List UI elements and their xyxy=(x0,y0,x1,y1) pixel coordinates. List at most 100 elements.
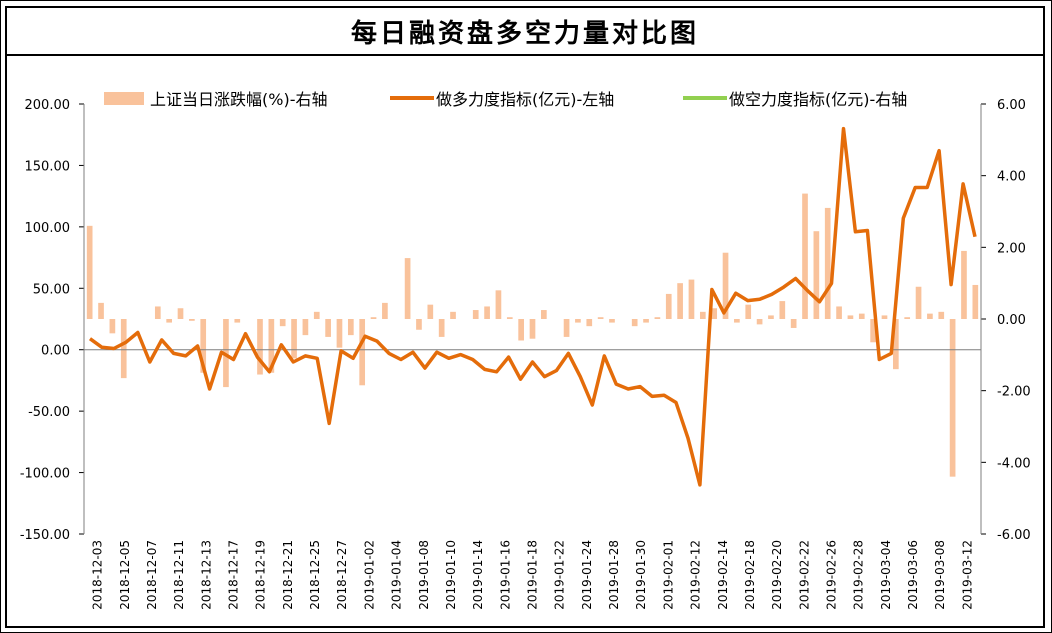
bar xyxy=(699,311,706,319)
bar xyxy=(836,306,842,319)
bar xyxy=(177,308,184,319)
x-tick-label: 2019-01-30 xyxy=(634,540,648,610)
bar xyxy=(166,319,172,323)
bar xyxy=(881,315,888,319)
bar xyxy=(643,319,649,323)
bar xyxy=(484,306,490,319)
bar xyxy=(904,317,911,319)
bar xyxy=(416,319,422,330)
bar xyxy=(734,319,740,323)
bar xyxy=(688,279,695,319)
x-tick-label: 2019-01-24 xyxy=(580,540,594,610)
bar xyxy=(768,315,774,319)
bar xyxy=(257,319,263,375)
legend-label: 上证当日涨跌幅(%)-右轴 xyxy=(150,90,327,109)
y-right-tick-label: -6.00 xyxy=(997,528,1031,543)
y-right-tick-label: 0.00 xyxy=(997,313,1026,328)
x-tick-label: 2018-12-25 xyxy=(308,540,322,610)
y-left-tick-label: 200.00 xyxy=(25,98,71,113)
x-tick-label: 2019-02-20 xyxy=(770,540,784,610)
bar xyxy=(586,319,593,327)
bar xyxy=(370,317,377,319)
bar xyxy=(665,293,672,319)
x-tick-label: 2019-03-04 xyxy=(879,540,893,610)
x-tick-label: 2018-12-11 xyxy=(172,540,186,610)
chart-title: 每日融资盘多空力量对比图 xyxy=(350,18,699,49)
x-tick-label: 2018-12-03 xyxy=(91,540,105,610)
x-tick-label: 2019-02-26 xyxy=(825,540,839,610)
bar xyxy=(870,319,876,343)
x-tick-label: 2019-02-14 xyxy=(716,540,730,610)
bar xyxy=(450,311,456,319)
bar xyxy=(609,319,615,323)
x-tick-label: 2019-01-02 xyxy=(362,540,376,610)
x-tick-label: 2019-01-18 xyxy=(526,540,540,610)
y-left-tick-label: 100.00 xyxy=(25,221,71,236)
bar xyxy=(313,311,320,319)
bar xyxy=(234,319,241,323)
bar xyxy=(949,319,956,477)
x-tick-label: 2019-03-06 xyxy=(906,540,920,610)
bar xyxy=(506,317,513,319)
bar xyxy=(529,319,536,339)
x-tick-label: 2018-12-27 xyxy=(335,540,349,610)
bar xyxy=(915,286,922,319)
bar xyxy=(847,315,854,319)
x-tick-label: 2019-01-16 xyxy=(498,540,512,610)
x-tick-label: 2019-01-22 xyxy=(553,540,567,610)
bar xyxy=(938,311,945,319)
bar xyxy=(802,193,808,319)
x-tick-label: 2019-02-28 xyxy=(852,540,866,610)
x-tick-label: 2019-03-12 xyxy=(960,540,974,610)
bar xyxy=(438,319,445,337)
bar xyxy=(722,252,729,319)
bar xyxy=(404,258,411,319)
y-right-tick-label: 2.00 xyxy=(997,241,1026,256)
y-left-tick-label: -150.00 xyxy=(20,528,70,543)
x-tick-label: 2018-12-05 xyxy=(118,540,132,610)
y-left-tick-label: 0.00 xyxy=(41,344,70,359)
legend-label: 做多力度指标(亿元)-左轴 xyxy=(436,90,614,109)
x-tick-label: 2019-02-18 xyxy=(743,540,757,610)
legend-label: 做空力度指标(亿元)-右轴 xyxy=(729,90,907,109)
bar xyxy=(756,319,763,325)
bar xyxy=(325,319,331,337)
legend-swatch xyxy=(104,92,144,105)
x-tick-label: 2019-01-08 xyxy=(417,540,431,610)
bar xyxy=(189,319,195,321)
x-tick-label: 2019-02-22 xyxy=(797,540,811,610)
y-right-tick-label: 4.00 xyxy=(997,170,1026,185)
bar xyxy=(563,319,570,337)
x-tick-label: 2019-01-14 xyxy=(471,540,485,610)
bar xyxy=(972,284,979,319)
bar xyxy=(654,317,661,319)
x-tick-label: 2019-01-04 xyxy=(390,540,404,610)
bar xyxy=(597,317,604,319)
y-left-tick-label: 150.00 xyxy=(25,159,71,174)
bar xyxy=(495,290,502,319)
y-left-tick-label: -100.00 xyxy=(20,467,70,482)
y-left-tick-label: -50.00 xyxy=(28,405,70,420)
bar xyxy=(631,319,638,327)
bar xyxy=(790,319,797,328)
bar xyxy=(279,319,286,327)
y-right-tick-label: -2.00 xyxy=(997,385,1031,400)
title-box: 每日融资盘多空力量对比图 xyxy=(5,6,1045,56)
bar xyxy=(813,231,820,319)
bar xyxy=(824,207,831,319)
x-tick-label: 2018-12-13 xyxy=(199,540,213,610)
bar xyxy=(427,304,434,319)
x-tick-label: 2018-12-19 xyxy=(254,540,268,610)
bar xyxy=(541,310,547,319)
bar xyxy=(336,319,343,348)
x-tick-label: 2018-12-17 xyxy=(227,540,241,610)
bar xyxy=(359,319,366,386)
bar xyxy=(109,319,116,334)
plot-box xyxy=(5,56,1045,628)
x-tick-label: 2019-03-08 xyxy=(933,540,947,610)
x-tick-label: 2019-01-28 xyxy=(607,540,621,610)
bar xyxy=(302,319,309,336)
bar xyxy=(86,225,93,319)
bar xyxy=(154,306,161,319)
bar xyxy=(575,319,581,323)
